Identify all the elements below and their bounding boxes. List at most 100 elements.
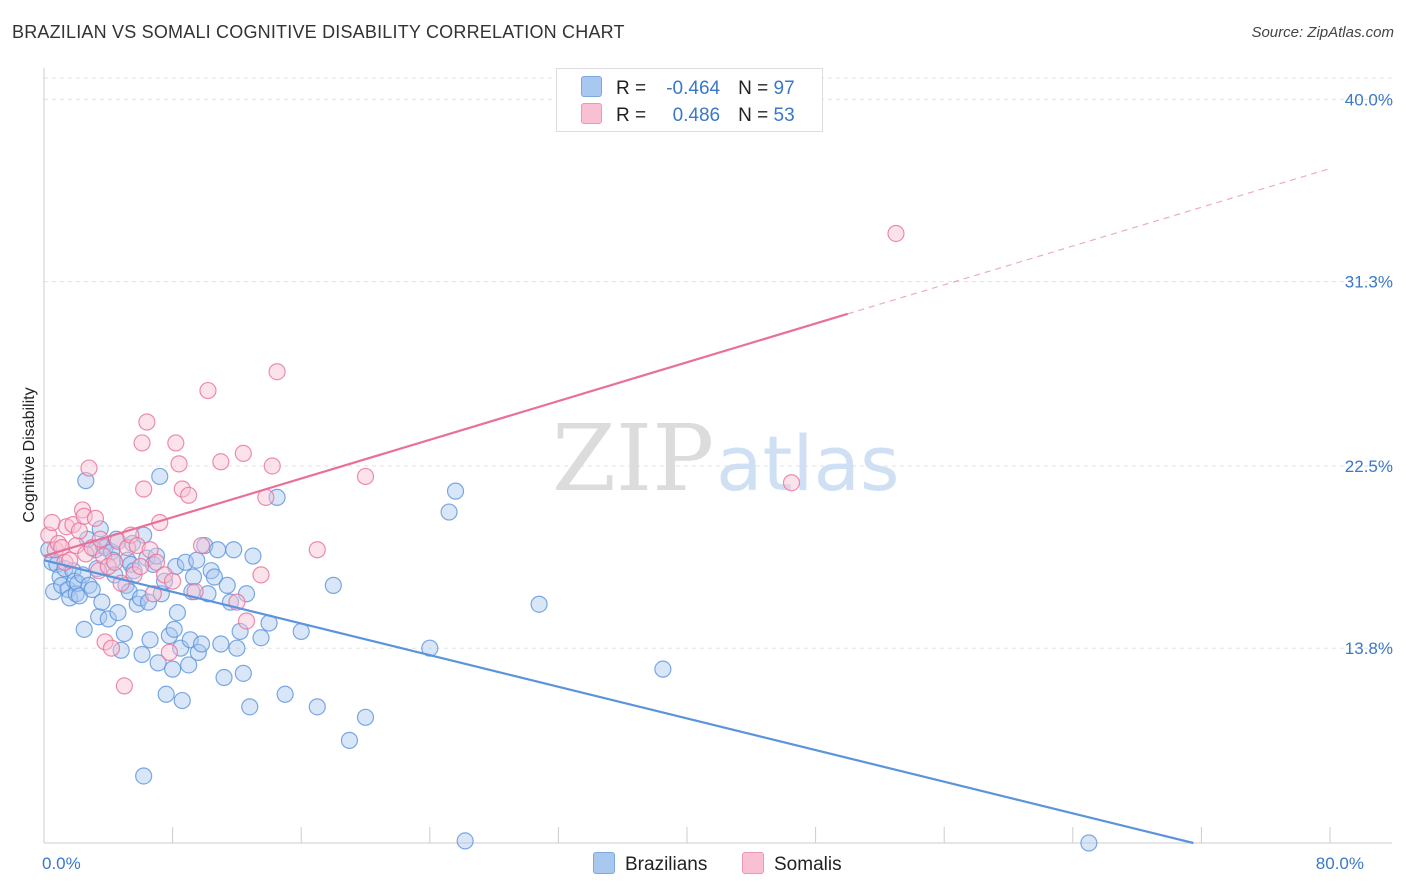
point-somalis-1 bbox=[43, 513, 61, 532]
point-brazilians-27 bbox=[99, 610, 117, 628]
point-brazilians-69 bbox=[192, 635, 211, 653]
trendline-brazilians bbox=[43, 559, 1194, 845]
trendline-somalis-extension bbox=[847, 167, 1331, 315]
point-brazilians-42 bbox=[131, 589, 150, 607]
legend-n-value: 53 bbox=[773, 105, 795, 126]
point-somalis-6 bbox=[57, 518, 76, 536]
point-somalis-51 bbox=[234, 444, 252, 463]
point-brazilians-50 bbox=[149, 654, 167, 672]
point-brazilians-73 bbox=[205, 568, 223, 586]
point-somalis-22 bbox=[102, 639, 121, 657]
point-somalis-16 bbox=[86, 509, 105, 527]
point-somalis-13 bbox=[77, 545, 95, 563]
point-brazilians-46 bbox=[139, 593, 158, 611]
legend-item-somalis[interactable]: Somalis bbox=[742, 852, 842, 876]
y-tick-label-1: 22.5% bbox=[1345, 457, 1393, 476]
point-somalis-26 bbox=[115, 677, 133, 695]
point-brazilians-80 bbox=[228, 639, 246, 657]
point-somalis-7 bbox=[61, 551, 79, 569]
point-brazilians-51 bbox=[151, 467, 169, 486]
legend-stats: R = -0.464 N = 97 R = 0.486 N = 53 bbox=[556, 68, 823, 132]
legend-r-value: -0.464 bbox=[666, 78, 721, 99]
tick-layer: 13.8% 22.5% 31.3% 40.0% 0.0% 80.0% bbox=[42, 90, 1393, 873]
x-tick-label-1: 80.0% bbox=[1316, 854, 1364, 873]
point-somalis-36 bbox=[144, 585, 162, 603]
point-brazilians-15 bbox=[75, 620, 93, 638]
point-somalis-23 bbox=[106, 553, 124, 571]
point-brazilians-34 bbox=[115, 624, 133, 643]
point-somalis-41 bbox=[164, 572, 182, 590]
point-somalis-40 bbox=[160, 643, 178, 661]
y-axis-label: Cognitive Disability bbox=[21, 387, 38, 522]
y-tick-label-0: 13.8% bbox=[1345, 639, 1393, 658]
point-brazilians-86 bbox=[252, 629, 270, 647]
point-brazilians-71 bbox=[199, 585, 217, 603]
legend-n-label: N = bbox=[738, 105, 769, 126]
chart-source: Source: ZipAtlas.com bbox=[1251, 24, 1394, 41]
grid-layer bbox=[44, 77, 1392, 649]
point-brazilians-43 bbox=[133, 645, 151, 664]
point-brazilians-81 bbox=[231, 622, 249, 641]
point-brazilians-16 bbox=[77, 472, 95, 490]
point-somalis-47 bbox=[192, 536, 211, 555]
y-tick-label-3: 40.0% bbox=[1345, 90, 1393, 109]
point-somalis-53 bbox=[252, 566, 270, 584]
trend-layer bbox=[43, 167, 1331, 845]
point-somalis-37 bbox=[147, 553, 166, 571]
point-brazilians-82 bbox=[234, 664, 252, 682]
point-brazilians-97 bbox=[446, 482, 465, 500]
legend-r-label: R = bbox=[616, 105, 647, 126]
point-brazilians-59 bbox=[168, 603, 187, 622]
point-somalis-60 bbox=[887, 224, 905, 243]
point-brazilians-96 bbox=[440, 503, 458, 521]
chart-title: BRAZILIAN VS SOMALI COGNITIVE DISABILITY… bbox=[12, 22, 625, 42]
point-somalis-42 bbox=[167, 434, 185, 452]
point-somalis-33 bbox=[135, 480, 153, 498]
point-somalis-20 bbox=[96, 633, 114, 651]
point-brazilians-49 bbox=[147, 547, 166, 565]
trendline-somalis bbox=[43, 312, 849, 558]
point-brazilians-54 bbox=[157, 685, 175, 703]
point-brazilians-67 bbox=[188, 551, 206, 569]
point-brazilians-94 bbox=[356, 708, 375, 726]
point-brazilians-85 bbox=[244, 547, 262, 565]
point-somalis-48 bbox=[199, 381, 217, 400]
legend-n-label: N = bbox=[738, 78, 769, 99]
point-somalis-44 bbox=[173, 480, 191, 498]
point-somalis-10 bbox=[70, 522, 88, 540]
y-tick-label-2: 31.3% bbox=[1345, 273, 1393, 292]
point-brazilians-84 bbox=[241, 698, 259, 716]
point-somalis-59 bbox=[782, 474, 801, 492]
point-brazilians-57 bbox=[165, 620, 183, 638]
legend-row-somalis: R = 0.486 N = 53 bbox=[581, 103, 795, 129]
point-somalis-14 bbox=[80, 459, 98, 477]
point-somalis-55 bbox=[263, 457, 281, 475]
point-brazilians-101 bbox=[1080, 834, 1098, 852]
point-brazilians-56 bbox=[164, 660, 182, 678]
point-brazilians-99 bbox=[530, 595, 548, 613]
point-brazilians-98 bbox=[456, 832, 474, 850]
watermark-zip: ZIP bbox=[552, 405, 714, 512]
point-somalis-11 bbox=[73, 501, 92, 519]
legend-swatch-somalis bbox=[742, 852, 764, 874]
legend-swatch-somalis bbox=[581, 103, 602, 124]
point-brazilians-19 bbox=[83, 580, 101, 599]
point-somalis-32 bbox=[133, 434, 151, 452]
legend-series: Brazilians Somalis bbox=[0, 852, 1406, 878]
point-brazilians-102 bbox=[135, 767, 153, 785]
point-somalis-57 bbox=[308, 541, 326, 559]
point-somalis-49 bbox=[212, 453, 230, 471]
point-brazilians-61 bbox=[173, 691, 191, 710]
point-somalis-31 bbox=[131, 557, 150, 576]
point-somalis-58 bbox=[356, 467, 375, 486]
point-brazilians-91 bbox=[308, 698, 326, 716]
legend-label-brazilians: Brazilians bbox=[625, 854, 708, 875]
point-brazilians-64 bbox=[181, 631, 199, 649]
point-brazilians-66 bbox=[184, 568, 203, 586]
legend-swatch-brazilians bbox=[581, 76, 602, 97]
point-brazilians-77 bbox=[218, 576, 236, 594]
legend-row-brazilians: R = -0.464 N = 97 bbox=[581, 76, 795, 102]
point-brazilians-92 bbox=[324, 576, 342, 594]
legend-item-brazilians[interactable]: Brazilians bbox=[593, 852, 707, 876]
legend-r-label: R = bbox=[616, 78, 647, 99]
